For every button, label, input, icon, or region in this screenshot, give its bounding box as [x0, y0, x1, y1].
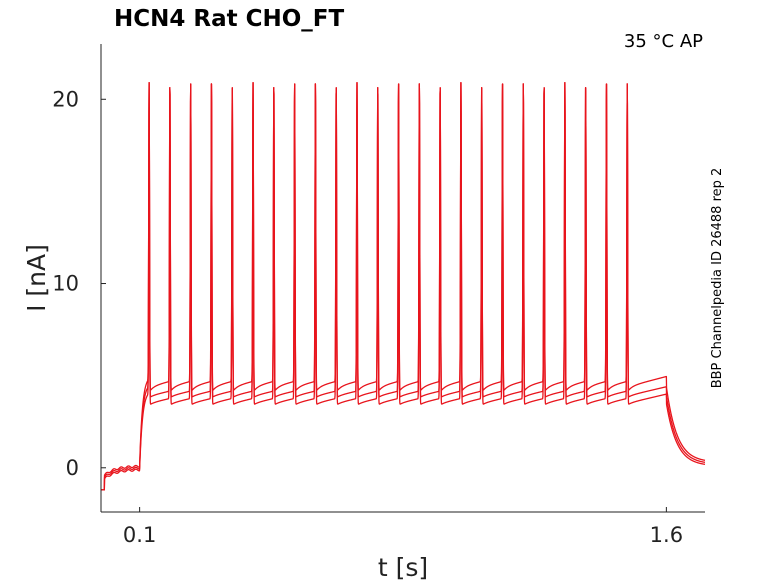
y-tick-label: 20 [52, 87, 79, 111]
condition-label: 35 °C AP [624, 31, 703, 52]
x-tick-group: 0.1 1.6 [123, 507, 683, 547]
trace-line-3 [100, 82, 706, 491]
x-tick-label: 1.6 [650, 523, 683, 547]
trace-group [100, 82, 706, 491]
x-tick-label: 0.1 [123, 523, 156, 547]
channelpedia-id-label: BBP Channelpedia ID 26488 rep 2 [710, 168, 725, 389]
y-axis-label: I [nA] [22, 244, 51, 312]
trace-line-2 [100, 82, 706, 491]
y-tick-group: 0 10 20 [52, 87, 106, 480]
y-tick-label: 10 [52, 272, 79, 296]
y-tick-label: 0 [66, 456, 79, 480]
x-axis-label: t [s] [378, 553, 428, 582]
chart-title: HCN4 Rat CHO_FT [114, 6, 345, 32]
trace-line-1 [100, 82, 706, 491]
